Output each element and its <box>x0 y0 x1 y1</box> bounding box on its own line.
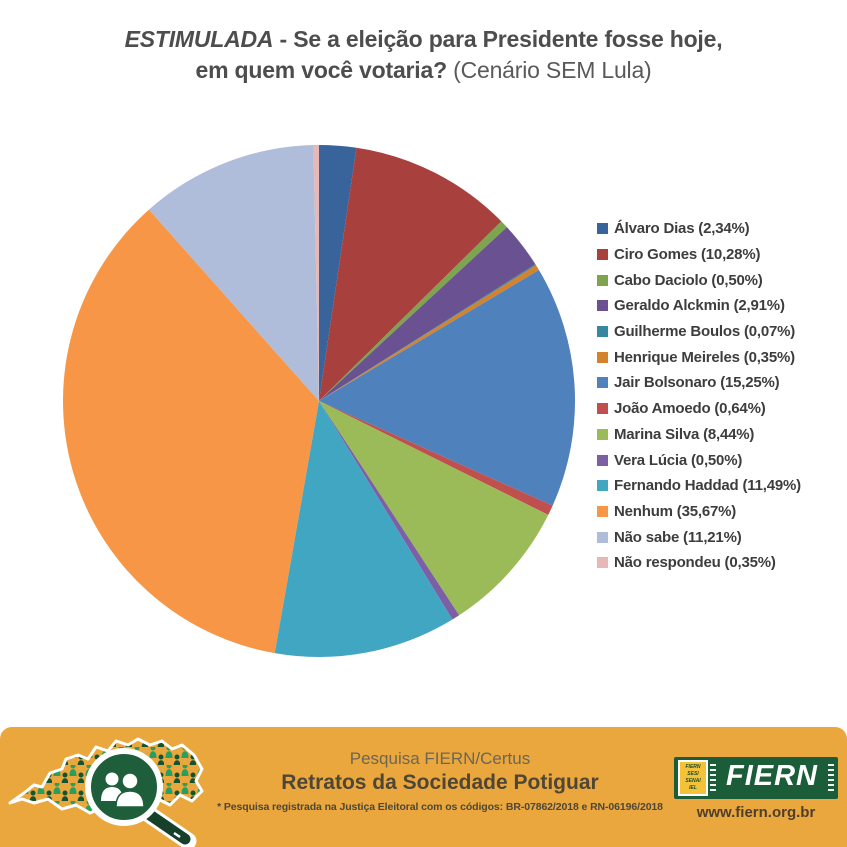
pie-slice <box>274 401 453 657</box>
pie-slice <box>319 221 507 401</box>
legend-item: Vera Lúcia (0,50%) <box>597 447 801 473</box>
legend-swatch <box>597 300 608 312</box>
legend-item: Marina Silva (8,44%) <box>597 422 801 448</box>
legend-label: Jair Bolsonaro (15,25%) <box>614 374 780 392</box>
legend-label: Nenhum (35,67%) <box>614 502 737 520</box>
legend-swatch <box>597 403 608 415</box>
legend-label: João Amoedo (0,64%) <box>614 400 766 418</box>
legend-swatch <box>597 480 608 492</box>
legend-swatch <box>597 249 608 261</box>
people-silhouettes-icon <box>101 772 145 808</box>
legend-swatch <box>597 377 608 389</box>
fiern-sublabel: SESI <box>687 771 699 777</box>
fiern-sublabels: FIERN SESI SENAI IEL <box>678 760 708 796</box>
pie-slice <box>319 145 357 401</box>
pie-slice <box>319 401 549 616</box>
fiern-sublabel: SENAI <box>685 778 701 784</box>
pie-slice <box>319 147 502 401</box>
pie-slice <box>313 144 319 401</box>
pie-slice <box>319 401 460 620</box>
fiern-sublabel: FIERN <box>685 764 701 770</box>
speed-lines-icon <box>828 764 834 792</box>
legend-swatch <box>597 428 608 440</box>
title-line1: - Se a eleição para Presidente fosse hoj… <box>273 26 723 52</box>
legend-label: Não sabe (11,21%) <box>614 528 742 546</box>
legend-label: Cabo Daciolo (0,50%) <box>614 271 763 289</box>
legend-item: Cabo Daciolo (0,50%) <box>597 267 801 293</box>
survey-title: Retratos da Sociedade Potiguar <box>281 771 599 794</box>
title-line2-question: em quem você votaria? <box>195 57 447 83</box>
registration-note: * Pesquisa registrada na Justiça Eleitor… <box>217 801 663 813</box>
title-line2-scenario: (Cenário SEM Lula) <box>446 57 652 83</box>
magnifier-icon <box>85 748 197 847</box>
footer-text-block: Pesquisa FIERN/Certus Retratos da Socied… <box>200 749 680 813</box>
legend-item: Não sabe (11,21%) <box>597 524 801 550</box>
legend-item: Geraldo Alckmin (2,91%) <box>597 293 801 319</box>
legend-swatch <box>597 326 608 338</box>
legend-item: Álvaro Dias (2,34%) <box>597 216 801 242</box>
legend-item: Nenhum (35,67%) <box>597 499 801 525</box>
pie-slice <box>148 145 319 401</box>
legend-item: Ciro Gomes (10,28%) <box>597 242 801 268</box>
pie-slice <box>319 264 537 401</box>
speed-lines-icon <box>710 764 716 792</box>
fiern-logo-text: FIERN <box>726 760 818 792</box>
legend-item: João Amoedo (0,64%) <box>597 396 801 422</box>
legend-item: Guilherme Boulos (0,07%) <box>597 319 801 345</box>
title-emphasis: ESTIMULADA <box>124 26 274 52</box>
legend-label: Geraldo Alckmin (2,91%) <box>614 297 785 315</box>
legend: Álvaro Dias (2,34%) Ciro Gomes (10,28%) Ca… <box>597 216 801 576</box>
legend-label: Marina Silva (8,44%) <box>614 425 755 443</box>
fiern-website: www.fiern.org.br <box>696 804 816 821</box>
legend-label: Vera Lúcia (0,50%) <box>614 451 743 469</box>
legend-item: Jair Bolsonaro (15,25%) <box>597 370 801 396</box>
legend-swatch <box>597 223 608 235</box>
legend-item: Fernando Haddad (11,49%) <box>597 473 801 499</box>
state-crowd-logo <box>8 737 204 847</box>
legend-label: Henrique Meireles (0,35%) <box>614 348 795 366</box>
legend-label: Guilherme Boulos (0,07%) <box>614 323 796 341</box>
fiern-logo: FIERN SESI SENAI IEL FIERN <box>674 757 838 799</box>
legend-item: Henrique Meireles (0,35%) <box>597 344 801 370</box>
legend-swatch <box>597 274 608 286</box>
legend-label: Fernando Haddad (11,49%) <box>614 477 801 495</box>
legend-swatch <box>597 557 608 569</box>
legend-swatch <box>597 351 608 363</box>
survey-name: Pesquisa FIERN/Certus <box>349 749 531 768</box>
pie-slice <box>319 401 553 515</box>
legend-label: Álvaro Dias (2,34%) <box>614 220 750 238</box>
pie-slice <box>319 265 539 401</box>
pie-chart <box>49 131 589 671</box>
pie-slice <box>63 209 319 654</box>
fiern-sublabel: IEL <box>689 785 697 791</box>
legend-swatch <box>597 505 608 517</box>
legend-swatch <box>597 531 608 543</box>
chart-title: ESTIMULADA - Se a eleição para President… <box>0 24 847 86</box>
legend-label: Ciro Gomes (10,28%) <box>614 246 761 264</box>
pie-slice <box>319 269 576 506</box>
legend-item: Não respondeu (0,35%) <box>597 550 801 576</box>
legend-swatch <box>597 454 608 466</box>
pie-slice <box>319 227 536 401</box>
legend-label: Não respondeu (0,35%) <box>614 554 776 572</box>
